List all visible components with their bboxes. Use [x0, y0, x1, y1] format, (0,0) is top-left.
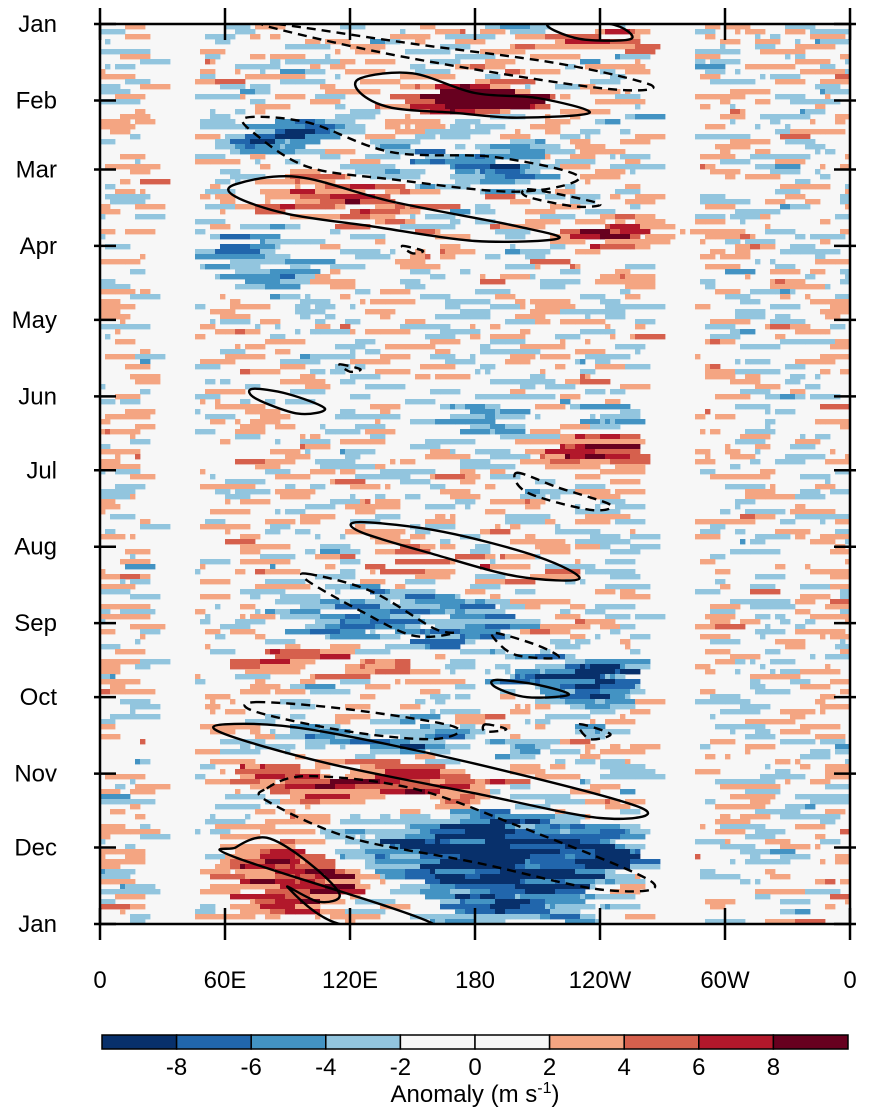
colorbar-box: [175, 1034, 252, 1050]
x-tick-label: 60E: [204, 967, 247, 994]
negative-contour: [513, 471, 613, 512]
colorbar-label: 2: [543, 1054, 556, 1081]
positive-contour: [218, 836, 435, 924]
colorbar-label: -8: [166, 1054, 187, 1081]
x-tick-label: 0: [843, 967, 856, 994]
colorbar-label: 6: [692, 1054, 705, 1081]
positive-contour: [247, 387, 327, 416]
y-tick-label: Aug: [14, 534, 57, 561]
colorbar-box: [325, 1034, 402, 1050]
colorbar-label: -2: [390, 1054, 411, 1081]
x-tick-label: 0: [93, 967, 106, 994]
x-tick-label: 120W: [569, 967, 632, 994]
colorbar-title: Anomaly (m s-1): [391, 1080, 560, 1108]
colorbar-box: [698, 1034, 775, 1050]
colorbar: -8 -6 -4 -2 0 2 4 6 8 Anomaly (m s-1): [101, 1034, 849, 1108]
colorbar-tick-labels: -8 -6 -4 -2 0 2 4 6 8: [166, 1054, 780, 1081]
x-tick-label: 120E: [322, 967, 378, 994]
positive-contour: [545, 24, 634, 42]
y-tick-label: Oct: [20, 684, 58, 711]
positive-contour: [490, 678, 571, 699]
y-tick-label: Feb: [16, 87, 57, 114]
colorbar-label: -6: [241, 1054, 262, 1081]
colorbar-boxes: [101, 1034, 849, 1050]
x-tick-label: 180: [455, 967, 495, 994]
positive-contour: [212, 722, 650, 820]
plot-area: [98, 22, 852, 926]
y-tick-label: Jul: [26, 457, 57, 484]
positive-contour: [353, 71, 591, 119]
colorbar-box: [623, 1034, 700, 1050]
colorbar-box: [548, 1034, 625, 1050]
y-tick-label: Mar: [16, 156, 57, 183]
colorbar-box: [399, 1034, 476, 1050]
colorbar-box: [101, 1034, 178, 1050]
axes: Jan Feb Mar Apr May Jun Jul Aug Sep Oct Nov Dec Jan 0…: [12, 8, 857, 994]
y-tick-label: Jan: [18, 911, 57, 938]
y-tick-label: Dec: [14, 835, 57, 862]
negative-contour: [490, 631, 561, 660]
negative-contour: [241, 115, 581, 193]
negative-contour: [481, 723, 508, 734]
colorbar-box: [474, 1034, 551, 1050]
negative-contour: [299, 572, 457, 639]
y-tick-label: Jan: [18, 11, 57, 38]
colorbar-box: [250, 1034, 327, 1050]
colorbar-box: [772, 1034, 849, 1050]
colorbar-label: -4: [315, 1054, 336, 1081]
colorbar-label: 8: [767, 1054, 780, 1081]
negative-contour: [257, 774, 657, 893]
y-tick-label: Apr: [20, 233, 57, 260]
negative-contour: [577, 723, 612, 741]
negative-contour: [243, 700, 461, 741]
positive-contour: [349, 520, 581, 582]
y-tick-label: May: [12, 307, 57, 334]
colorbar-label: 0: [468, 1054, 481, 1081]
negative-contour: [259, 24, 655, 92]
colorbar-label: 4: [618, 1054, 631, 1081]
y-tick-label: Nov: [14, 761, 57, 788]
y-tick-label: Sep: [14, 610, 57, 637]
positive-contour: [227, 175, 561, 244]
y-tick-label: Jun: [18, 383, 57, 410]
anomaly-heatmap: [100, 24, 850, 924]
x-tick-label: 60W: [700, 967, 750, 994]
negative-contour: [520, 187, 602, 209]
contour-lines: [212, 24, 657, 924]
